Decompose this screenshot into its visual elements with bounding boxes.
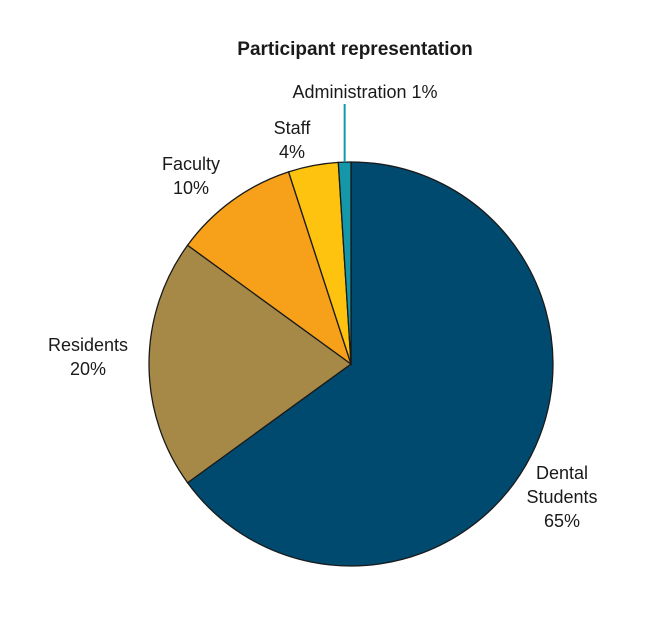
- slice-label-staff: Staff 4%: [274, 118, 312, 162]
- slice-label-residents: Residents 20%: [48, 335, 128, 379]
- pie-slice-faculty: [186, 171, 353, 366]
- pie-slice-residents: [148, 244, 353, 484]
- pie-slice-dental-students: [186, 161, 554, 567]
- pie-labels: Dental Students 65% Residents 20% Faculty 10% S…: [48, 82, 598, 531]
- chart-title: Participant representation: [237, 39, 472, 60]
- slice-label-faculty: Faculty 10%: [162, 154, 220, 198]
- pie-slices: [148, 161, 554, 567]
- slice-label-administration: Administration 1%: [292, 82, 437, 102]
- slice-label-dental-students: Dental Students 65%: [526, 463, 597, 531]
- pie-slice-administration: [337, 161, 352, 365]
